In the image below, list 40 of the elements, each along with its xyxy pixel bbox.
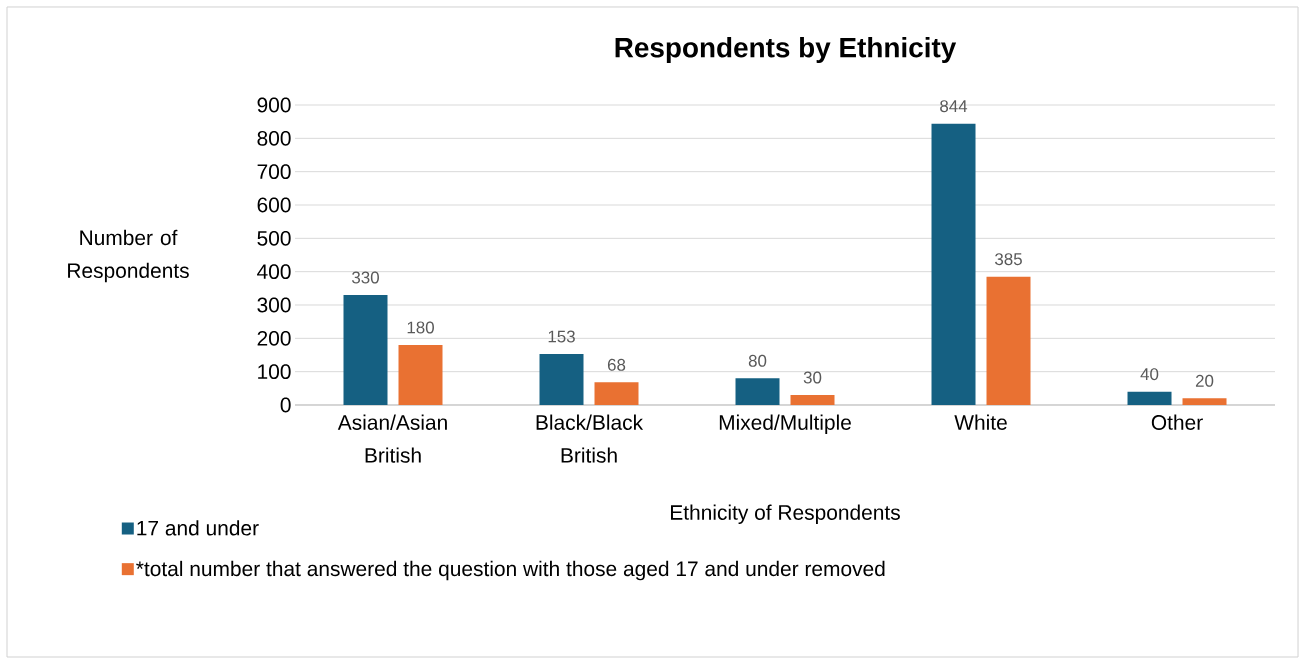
x-tick-label: Other — [1151, 414, 1203, 430]
data-label: 844 — [940, 100, 968, 113]
data-label: 68 — [607, 358, 626, 371]
bar — [1182, 398, 1227, 405]
y-tick-label: 0 — [280, 397, 291, 413]
data-label: 180 — [407, 321, 434, 334]
x-tick-label: Black/Black British — [536, 414, 644, 463]
bar — [594, 382, 639, 405]
data-label: 153 — [548, 330, 575, 343]
bar — [343, 295, 388, 405]
data-label: 40 — [1140, 368, 1159, 381]
bar — [790, 395, 835, 405]
legend-label: 17 and under — [137, 520, 259, 536]
y-tick-label: 200 — [257, 330, 291, 346]
x-tick-label: White — [954, 414, 1007, 430]
y-tick-label: 700 — [257, 164, 291, 180]
y-tick-label: 400 — [257, 264, 291, 280]
bar — [931, 123, 976, 405]
x-axis-title: Ethnicity of Respondents — [671, 504, 900, 525]
bar — [398, 345, 443, 405]
y-tick-label: 600 — [257, 197, 291, 213]
bar — [735, 378, 780, 405]
y-tick-label: 900 — [257, 97, 291, 113]
chart-title: Respondents by Ethnicity — [615, 37, 957, 63]
bar — [539, 354, 584, 405]
y-tick-label: 100 — [258, 364, 291, 380]
y-axis-title: Number of Respondents — [68, 229, 189, 283]
data-label: 20 — [1195, 374, 1214, 387]
y-tick-label: 500 — [257, 230, 291, 246]
bar — [1127, 391, 1172, 405]
y-tick-label: 800 — [257, 130, 291, 146]
x-tick-label: Asian/Asian British — [337, 414, 447, 463]
data-label: 330 — [352, 271, 379, 284]
data-label: 385 — [995, 253, 1022, 266]
data-label: 80 — [748, 354, 767, 367]
data-label: 30 — [803, 371, 822, 384]
legend-label: *total number that answered the question with those aged 17 and under removed — [136, 560, 885, 581]
bar — [986, 276, 1031, 405]
x-tick-label: Mixed/Multiple — [719, 414, 851, 435]
y-tick-label: 300 — [257, 297, 291, 313]
